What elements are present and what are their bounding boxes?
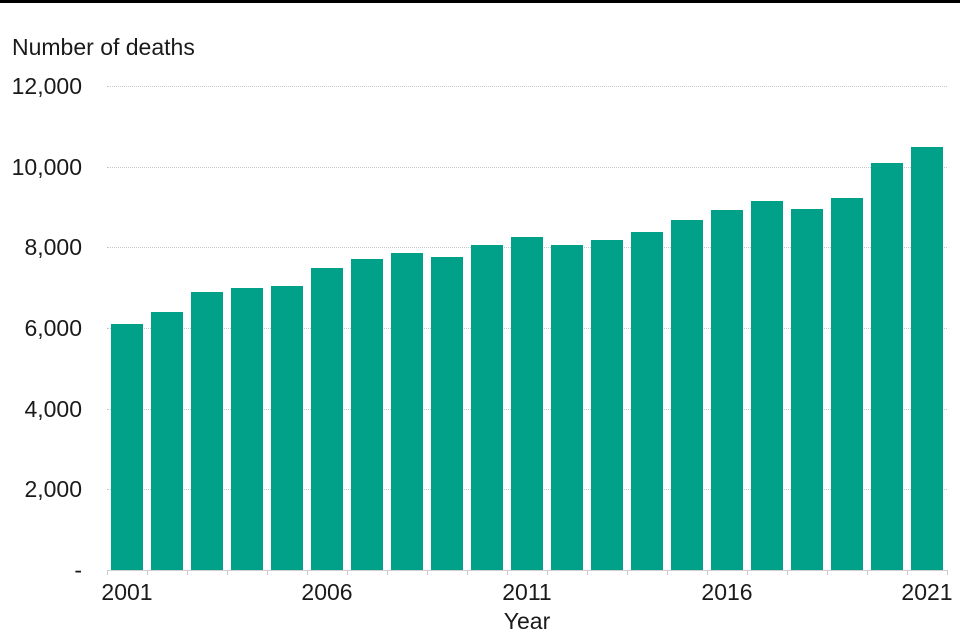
bar-2014 xyxy=(631,232,663,570)
bar-2017 xyxy=(751,200,783,570)
x-axis-line xyxy=(107,570,947,571)
x-tick-label: 2011 xyxy=(502,579,552,605)
bar-2008 xyxy=(391,253,423,570)
x-axis-tick xyxy=(867,570,868,575)
y-tick-label: 10,000 xyxy=(11,153,82,180)
gridline xyxy=(107,86,947,87)
x-tick-label: 2006 xyxy=(301,579,353,605)
y-tick-label: 6,000 xyxy=(24,315,82,341)
top-border-line xyxy=(0,0,960,3)
bar-2006 xyxy=(311,267,343,570)
bar-2007 xyxy=(351,259,383,570)
x-axis-tick xyxy=(467,570,468,575)
y-axis-title: Number of deaths xyxy=(12,34,195,60)
x-axis-tick xyxy=(827,570,828,575)
x-axis-tick xyxy=(787,570,788,575)
x-axis-tick xyxy=(707,570,708,575)
bar-2001 xyxy=(111,323,143,570)
x-tick-label: 2001 xyxy=(101,579,153,605)
bar-2018 xyxy=(791,209,823,570)
x-axis-tick xyxy=(427,570,428,575)
bar-2015 xyxy=(671,219,703,570)
x-axis-tick xyxy=(107,570,108,575)
bar-2003 xyxy=(191,291,223,570)
y-tick-label: 12,000 xyxy=(11,73,82,99)
x-axis-tick xyxy=(307,570,308,575)
x-axis-tick xyxy=(227,570,228,575)
y-tick-label: 8,000 xyxy=(24,234,82,261)
bar-2021 xyxy=(911,146,943,570)
x-axis-tick xyxy=(947,570,948,575)
x-axis-tick xyxy=(627,570,628,575)
bar-2019 xyxy=(831,197,863,570)
bar-2010 xyxy=(471,245,503,570)
bar-2005 xyxy=(271,285,303,570)
x-axis-title: Year xyxy=(503,608,551,634)
x-axis-tick xyxy=(387,570,388,575)
x-axis-tick xyxy=(547,570,548,575)
bar-2013 xyxy=(591,240,623,570)
x-axis-tick xyxy=(587,570,588,575)
bar-2009 xyxy=(431,257,463,570)
x-axis-tick xyxy=(907,570,908,575)
bar-2016 xyxy=(711,209,743,570)
bar-2020 xyxy=(871,162,903,570)
y-tick-label: 4,000 xyxy=(24,395,82,422)
x-axis-tick xyxy=(507,570,508,575)
bar-2004 xyxy=(231,287,263,570)
x-axis-tick xyxy=(267,570,268,575)
x-axis-tick xyxy=(347,570,348,575)
plot-area xyxy=(107,86,948,575)
x-tick-label: 2021 xyxy=(901,579,953,605)
gridline xyxy=(107,166,947,168)
x-axis-tick xyxy=(667,570,668,575)
bar-2012 xyxy=(551,244,583,570)
x-tick-label: 2016 xyxy=(701,579,753,605)
bar-2002 xyxy=(151,311,183,570)
x-axis-tick xyxy=(747,570,748,575)
x-axis-tick xyxy=(187,570,188,575)
y-tick-label: 2,000 xyxy=(24,476,82,503)
y-tick-label: - xyxy=(74,557,82,583)
x-axis-tick xyxy=(147,570,148,575)
bar-2011 xyxy=(511,237,543,570)
